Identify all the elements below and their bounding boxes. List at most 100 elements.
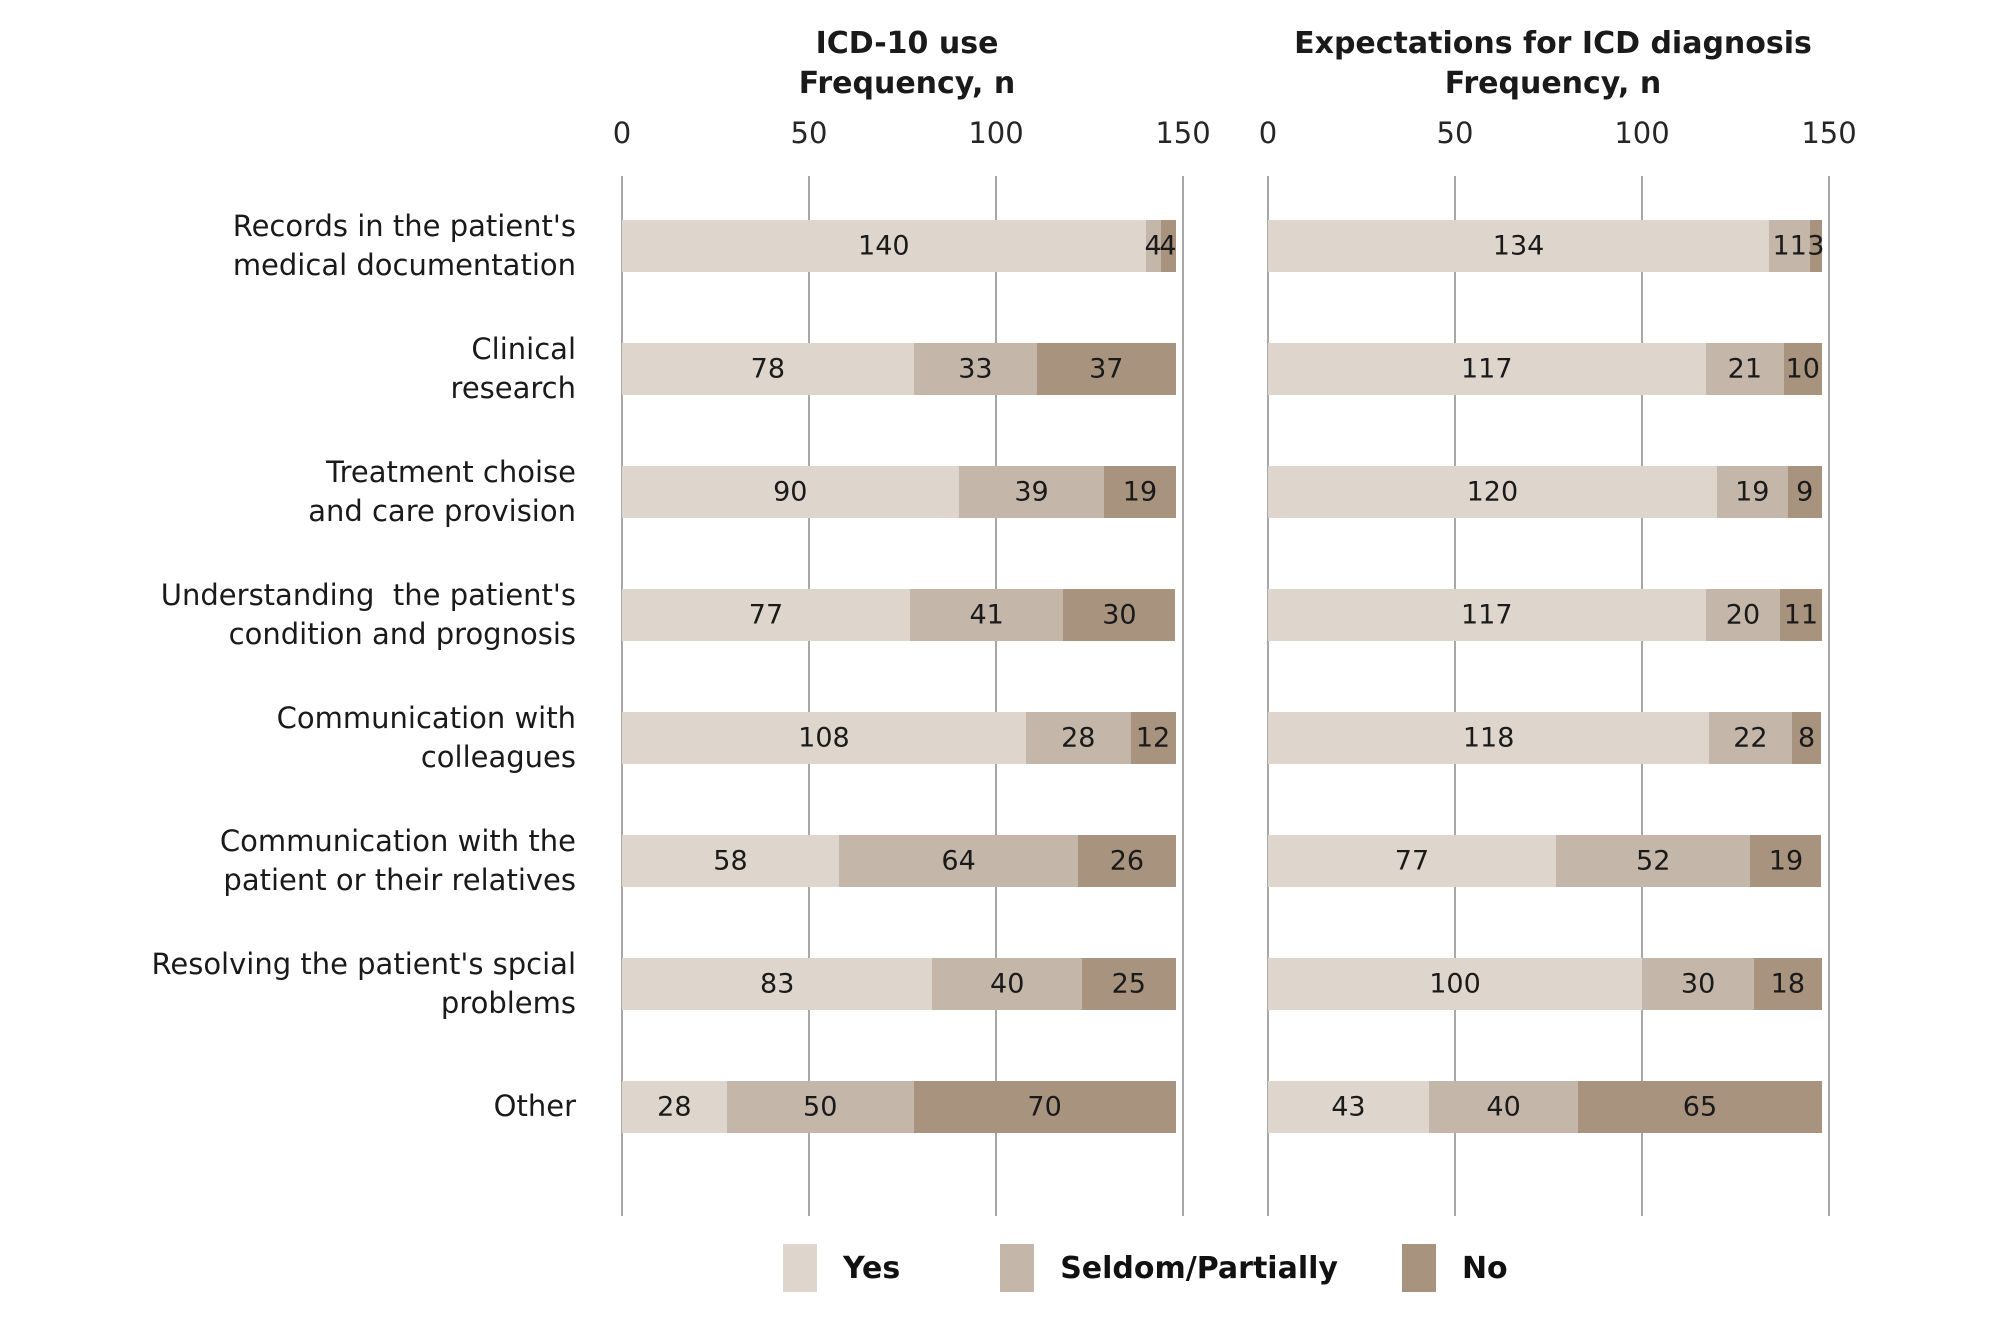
bar-value-label: 22 — [1733, 722, 1768, 753]
axis-row: 0 50 100 150 0 50 100 150 — [0, 104, 1989, 176]
bar-value-label: 118 — [1462, 722, 1515, 753]
bar-value-label: 11 — [1772, 230, 1807, 261]
category-label-line: Resolving the patient's spcial — [151, 946, 576, 981]
category-label: Understanding the patient's condition an… — [0, 553, 622, 676]
bar-value-label: 78 — [750, 353, 786, 384]
bar-segment: 33 — [913, 342, 1038, 395]
bar-segment: 39 — [958, 465, 1105, 518]
stacked-bar: 140 4 4 — [622, 219, 1177, 272]
bar-segment: 65 — [1578, 1080, 1822, 1133]
legend-swatch-seldom-partially — [1000, 1244, 1035, 1292]
legend-item-no: No — [1401, 1244, 1508, 1292]
bar-segment: 70 — [913, 1080, 1176, 1133]
category-label-line: medical documentation — [232, 247, 576, 282]
category-label: Communication with colleagues — [0, 676, 622, 799]
bar-row: 77 41 30 — [622, 553, 1192, 676]
bar-segment: 28 — [622, 1080, 727, 1133]
legend: Yes Seldom/Partially No — [0, 1244, 1989, 1292]
bar-value-label: 70 — [1027, 1091, 1062, 1122]
bar-value-label: 52 — [1636, 845, 1671, 876]
bar-segment: 37 — [1037, 342, 1176, 395]
right-panel-title-line2: Frequency, n — [1444, 66, 1662, 101]
category-label-line: Communication with the — [219, 823, 576, 858]
bar-row: 90 39 19 — [622, 430, 1192, 553]
bar-row: 134 11 3 — [1268, 184, 1838, 307]
bar-segment: 20 — [1705, 588, 1781, 641]
bar-segment: 19 — [1716, 465, 1788, 518]
stacked-bar: 100 30 18 — [1268, 957, 1822, 1010]
category-label-line: Understanding the patient's — [160, 577, 576, 612]
bar-value-label: 3 — [1807, 230, 1825, 261]
bar-segment: 120 — [1268, 465, 1717, 518]
bar-value-label: 83 — [760, 968, 795, 999]
bar-segment: 117 — [1268, 342, 1706, 395]
right-panel-title-line1: Expectations for ICD diagnosis — [1294, 26, 1812, 61]
bar-segment: 26 — [1078, 834, 1176, 887]
titles-row: ICD-10 use Frequency, n Expectations for… — [0, 24, 1989, 104]
bar-row: 83 40 25 — [622, 922, 1192, 1045]
bar-value-label: 50 — [803, 1091, 838, 1122]
bar-segment: 18 — [1754, 957, 1822, 1010]
axis-tick-label: 100 — [968, 116, 1024, 150]
gridline-50 — [1454, 176, 1456, 1216]
bar-segment: 100 — [1268, 957, 1642, 1010]
gridline-100 — [995, 176, 997, 1216]
category-label: Records in the patient's medical documen… — [0, 184, 622, 307]
stacked-bar: 117 21 10 — [1268, 342, 1822, 395]
legend-item-yes: Yes — [783, 1244, 900, 1292]
right-panel-plot: 134 11 3 117 21 10 120 19 9 117 20 11 118 22 8 77 52 19 10… — [1267, 176, 1838, 1216]
bar-row: 117 20 11 — [1268, 553, 1838, 676]
bar-value-label: 41 — [969, 599, 1004, 630]
bar-row: 78 33 37 — [622, 307, 1192, 430]
legend-item-seldom-partially: Seldom/Partially — [1000, 1244, 1338, 1292]
bar-segment: 52 — [1555, 834, 1751, 887]
bar-segment: 12 — [1130, 711, 1176, 764]
left-panel-title-line1: ICD-10 use — [815, 26, 999, 61]
category-label-line: Treatment choise — [326, 454, 576, 489]
bar-segment: 50 — [726, 1080, 914, 1133]
category-labels-column: Records in the patient's medical documen… — [0, 176, 622, 1216]
stacked-bar: 77 52 19 — [1268, 834, 1822, 887]
stacked-bar: 120 19 9 — [1268, 465, 1822, 518]
axis-tick-label: 150 — [1801, 116, 1857, 150]
stacked-bar: 43 40 65 — [1268, 1080, 1822, 1133]
axis-tick-label: 100 — [1614, 116, 1670, 150]
category-label: Other — [0, 1045, 622, 1168]
bar-value-label: 8 — [1797, 722, 1816, 753]
bar-segment: 43 — [1268, 1080, 1429, 1133]
gridline-0 — [1267, 176, 1269, 1216]
stacked-bar: 83 40 25 — [622, 957, 1176, 1010]
bar-value-label: 100 — [1429, 968, 1481, 999]
stacked-bar: 28 50 70 — [622, 1080, 1176, 1133]
gridline-50 — [808, 176, 810, 1216]
bar-value-label: 43 — [1331, 1091, 1366, 1122]
bar-row: 28 50 70 — [622, 1045, 1192, 1168]
bar-value-label: 64 — [941, 845, 976, 876]
bar-value-label: 4 — [1159, 230, 1177, 261]
bar-value-label: 117 — [1461, 353, 1513, 384]
left-panel-bars: 140 4 4 78 33 37 90 39 19 77 41 30 108 28 12 58 64 26 83 40… — [622, 176, 1192, 1168]
gridline-100 — [1641, 176, 1643, 1216]
bar-value-label: 28 — [657, 1091, 692, 1122]
bar-value-label: 140 — [858, 230, 910, 261]
category-label: Clinical research — [0, 307, 622, 430]
bar-value-label: 11 — [1783, 599, 1819, 630]
bar-segment: 41 — [909, 588, 1064, 641]
bar-value-label: 90 — [773, 476, 808, 507]
bar-value-label: 12 — [1135, 722, 1171, 753]
bar-segment: 21 — [1705, 342, 1785, 395]
bar-value-label: 4 — [1144, 230, 1162, 261]
bar-value-label: 33 — [958, 353, 993, 384]
bar-row: 118 22 8 — [1268, 676, 1838, 799]
stacked-bar: 90 39 19 — [622, 465, 1176, 518]
bar-value-label: 19 — [1122, 476, 1158, 507]
bar-segment: 77 — [1268, 834, 1556, 887]
bar-segment: 140 — [622, 219, 1146, 272]
gridline-150 — [1182, 176, 1184, 1216]
bar-value-label: 19 — [1735, 476, 1770, 507]
left-panel-plot: 140 4 4 78 33 37 90 39 19 77 41 30 108 28 12 58 64 26 83 40… — [621, 176, 1192, 1216]
bar-value-label: 40 — [1486, 1091, 1521, 1122]
bar-value-label: 77 — [748, 599, 784, 630]
bar-value-label: 26 — [1109, 845, 1145, 876]
